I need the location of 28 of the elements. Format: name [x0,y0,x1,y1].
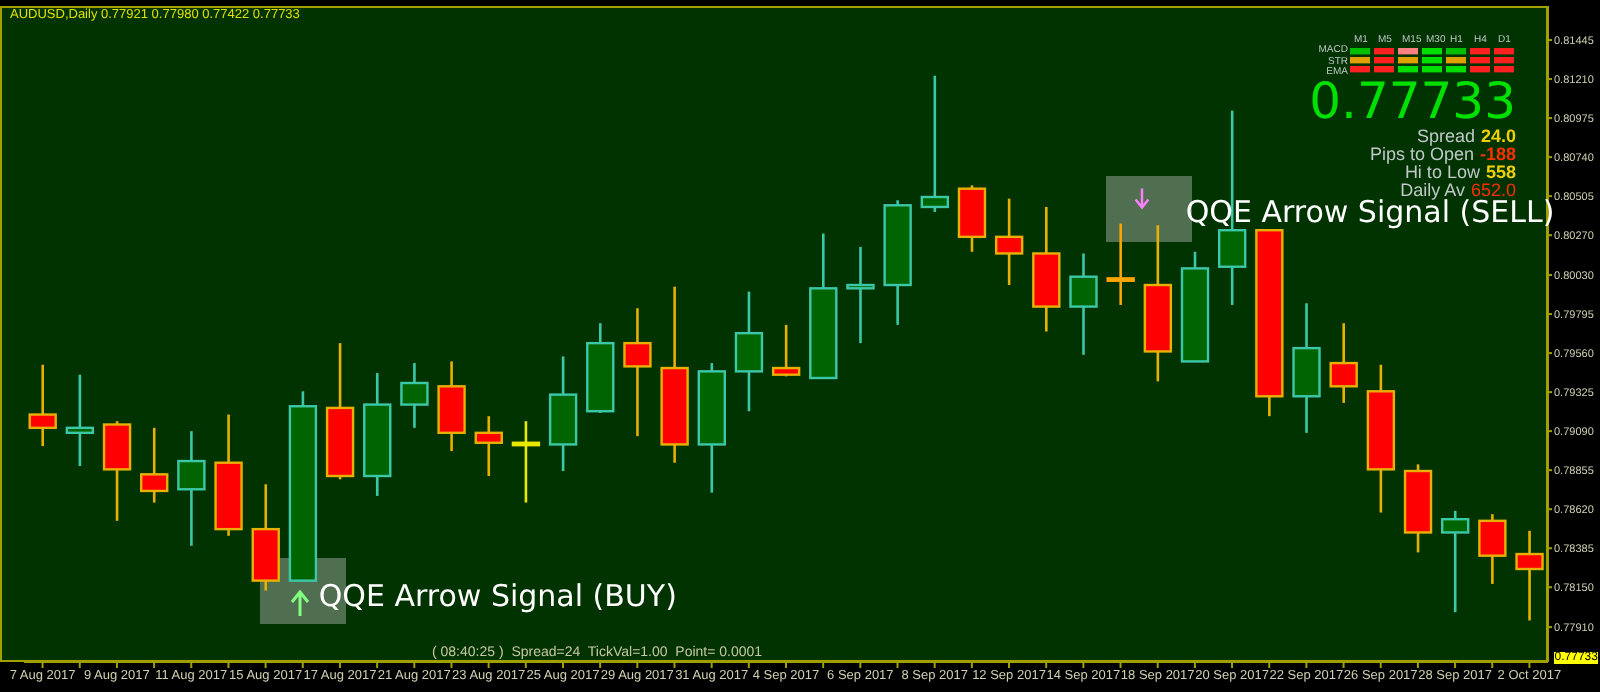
annotation: Pips to Open [1369,144,1474,164]
candlestick [28,363,57,448]
candlestick [623,306,652,438]
candlestick [65,373,95,468]
candlestick [920,74,950,214]
candlestick [474,414,503,478]
annotation: 24.0 [1480,126,1516,146]
candlestick [1478,512,1507,586]
annotation: 558 [1485,162,1516,182]
candlestick [437,360,466,453]
annotation: Spread [1416,126,1475,146]
candlestick [102,419,132,523]
candlestick [846,245,875,345]
candlestick [1069,252,1098,357]
candlestick [177,429,206,548]
annotation: QQE Arrow Signal (BUY) [318,578,677,614]
candlestick [1329,321,1358,405]
annotation: -188 [1479,144,1516,164]
candlestick [140,426,169,504]
candlestick [1441,509,1470,614]
candlestick [400,361,429,430]
candlestick [1106,222,1135,307]
candlestick [771,323,801,378]
candlestick [734,290,764,413]
candlestick [1515,529,1544,622]
annotation: Hi to Low [1404,162,1480,182]
annotation: 0.77733 [1309,72,1516,130]
candlestick [994,197,1024,287]
